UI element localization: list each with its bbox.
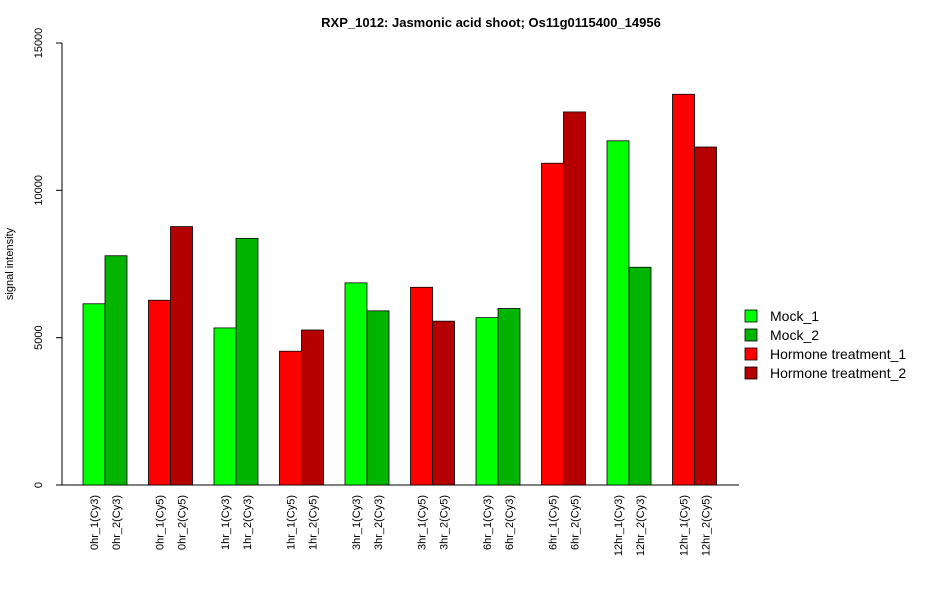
legend-swatch	[744, 347, 758, 361]
y-axis-label: signal intensity	[4, 227, 16, 300]
x-tick-label: 1hr_2(Cy3)	[242, 495, 254, 550]
bar	[475, 317, 499, 486]
legend-swatch	[744, 328, 758, 342]
x-tick-label: 0hr_2(Cy5)	[177, 495, 189, 550]
x-tick-label: 1hr_1(Cy5)	[286, 495, 298, 550]
x-tick-label: 1hr_1(Cy3)	[220, 495, 232, 550]
y-tick-label: 5000	[33, 325, 45, 349]
bar	[170, 226, 193, 486]
legend-label: Hormone treatment_2	[770, 365, 906, 381]
bar	[410, 286, 433, 486]
legend-swatch	[744, 309, 758, 323]
x-tick-label: 6hr_2(Cy3)	[504, 495, 516, 550]
bar	[563, 111, 586, 486]
y-tick-label: 10000	[33, 175, 45, 206]
x-tick-label: 0hr_2(Cy3)	[111, 495, 123, 550]
chart-title: RXP_1012: Jasmonic acid shoot; Os11g0115…	[321, 15, 661, 30]
bar	[541, 162, 564, 486]
x-tick-label: 0hr_1(Cy3)	[89, 495, 101, 550]
legend-label: Hormone treatment_1	[770, 346, 906, 362]
legend: Mock_1 Mock_2 Hormone treatment_1 Hormone t…	[744, 308, 906, 381]
x-tick-label: 0hr_1(Cy5)	[155, 495, 167, 550]
bar	[235, 237, 259, 486]
legend-label: Mock_1	[770, 308, 819, 324]
bar	[366, 310, 390, 486]
x-tick-labels: 0hr_1(Cy3) 0hr_2(Cy3) 0hr_1(Cy5) 0hr_2(Cy5)…	[89, 495, 713, 556]
x-tick-label: 3hr_2(Cy3)	[373, 495, 385, 550]
bar	[301, 329, 324, 486]
bar	[344, 282, 368, 486]
y-tick-label: 0	[33, 482, 45, 488]
x-tick-label: 12hr_2(Cy3)	[635, 495, 647, 556]
legend-swatch	[744, 366, 758, 380]
x-tick-label: 6hr_2(Cy5)	[570, 495, 582, 550]
bar	[213, 327, 237, 486]
bars-group	[82, 93, 717, 486]
x-tick-label: 12hr_1(Cy5)	[679, 495, 691, 556]
y-axis: 0 5000 10000 15000	[33, 28, 63, 488]
x-tick-label: 6hr_1(Cy5)	[548, 495, 560, 550]
legend-label: Mock_2	[770, 327, 819, 343]
bar	[606, 140, 630, 486]
y-tick-label: 15000	[33, 28, 45, 59]
x-tick-label: 12hr_1(Cy3)	[613, 495, 625, 556]
bar	[497, 308, 521, 486]
x-tick-label: 12hr_2(Cy5)	[701, 495, 713, 556]
bar	[432, 320, 455, 486]
bar	[694, 146, 717, 486]
bar	[279, 350, 302, 486]
x-tick-label: 3hr_1(Cy3)	[351, 495, 363, 550]
bar	[628, 266, 652, 486]
bar	[82, 303, 106, 486]
bar	[672, 93, 695, 486]
bar	[104, 255, 128, 486]
x-tick-label: 3hr_2(Cy5)	[439, 495, 451, 550]
x-tick-label: 6hr_1(Cy3)	[482, 495, 494, 550]
x-tick-label: 1hr_2(Cy5)	[308, 495, 320, 550]
x-tick-label: 3hr_1(Cy5)	[417, 495, 429, 550]
bar	[148, 299, 171, 486]
